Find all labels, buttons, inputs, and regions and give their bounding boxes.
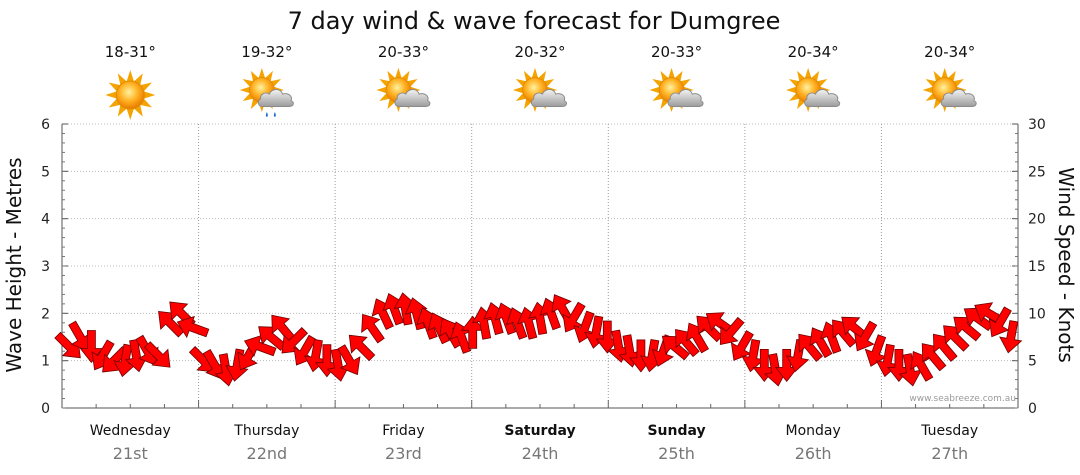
day-temp-range: 20-34° — [788, 43, 839, 61]
wind-arrow — [921, 343, 947, 372]
partly-cloudy-icon — [512, 67, 568, 113]
day-temp-range: 20-33° — [651, 43, 702, 61]
wind-arrow — [988, 306, 1012, 338]
right-tick-label: 20 — [1028, 212, 1046, 228]
right-tick-label: 15 — [1028, 259, 1046, 275]
day-name: Tuesday — [920, 423, 978, 439]
day-date: 27th — [931, 444, 968, 463]
wind-arrow — [243, 334, 277, 358]
right-axis-title: Wind Speed - Knots — [1054, 167, 1078, 363]
day-date: 24th — [522, 444, 559, 463]
day-temp-range: 18-31° — [105, 43, 156, 61]
wind-arrow — [348, 334, 376, 362]
day-temp-range: 20-34° — [924, 43, 975, 61]
wind-arrow — [661, 335, 690, 361]
raindrop-shape — [265, 112, 268, 117]
wind-arrow — [685, 322, 710, 354]
wind-arrow — [595, 320, 620, 354]
wind-arrow — [460, 315, 485, 349]
wind-arrow — [337, 344, 361, 376]
left-tick-label: 0 — [41, 401, 50, 417]
day-date: 22nd — [247, 444, 288, 463]
wind-arrow — [696, 315, 723, 343]
wind-arrow — [832, 319, 857, 348]
wind-arrow — [176, 315, 210, 339]
day-temp-range: 20-32° — [514, 43, 565, 61]
wind-arrow — [562, 301, 586, 333]
left-tick-label: 4 — [41, 212, 50, 228]
wind-arrow — [741, 338, 765, 373]
partly-cloudy-icon — [785, 67, 841, 113]
partly-cloudy-icon — [922, 67, 977, 113]
left-tick-label: 3 — [41, 259, 50, 275]
partly-cloudy-icon — [375, 67, 431, 113]
wind-arrow — [999, 320, 1023, 354]
day-date: 25th — [658, 444, 695, 463]
day-name: Sunday — [647, 423, 705, 439]
right-axis: 0 5 10 15 20 25 30 — [1012, 117, 1046, 417]
left-tick-label: 5 — [41, 164, 50, 180]
wind-arrow — [943, 325, 970, 352]
wind-arrow — [271, 314, 297, 343]
day-name: Saturday — [504, 423, 575, 439]
right-tick-label: 30 — [1028, 117, 1046, 133]
day-name: Friday — [382, 423, 424, 439]
day-name: Wednesday — [90, 423, 171, 439]
right-tick-label: 25 — [1028, 164, 1046, 180]
day-temp-range: 20-33° — [378, 43, 429, 61]
wind-arrow — [864, 334, 887, 367]
wind-arrow — [202, 348, 226, 380]
day-temp-range: 19-32° — [241, 43, 292, 61]
wind-arrow — [774, 348, 799, 383]
day-date: 23rd — [385, 444, 422, 463]
sun-shape — [104, 69, 156, 121]
wind-arrow — [393, 292, 417, 326]
left-axis-title: Wave Height - Metres — [2, 157, 26, 372]
day-name: Thursday — [233, 423, 299, 439]
left-tick-label: 1 — [41, 354, 50, 370]
wind-arrow — [143, 341, 171, 368]
watermark: www.seabreeze.com.au — [909, 394, 1016, 404]
sunny-icon — [104, 69, 156, 121]
chart-title: 7 day wind & wave forecast for Dumgree — [288, 7, 781, 35]
day-date: 26th — [795, 444, 832, 463]
raindrop-shape — [273, 112, 276, 117]
wind-arrow — [854, 320, 878, 352]
wind-arrow — [719, 316, 745, 346]
wind-arrow — [798, 333, 824, 362]
wind-arrow — [281, 326, 309, 354]
wind-arrow — [102, 345, 129, 373]
wind-arrow — [953, 316, 982, 342]
left-axis: 0 1 2 3 4 5 6 — [41, 117, 68, 417]
left-tick-label: 6 — [41, 117, 50, 133]
wind-arrow — [910, 350, 934, 382]
right-tick-label: 0 — [1028, 401, 1037, 417]
wind-arrows — [54, 292, 1023, 387]
day-name: Monday — [786, 423, 841, 439]
partly-cloudy-icon — [649, 67, 704, 113]
right-tick-label: 10 — [1028, 306, 1046, 322]
showers-icon — [239, 67, 294, 117]
day-columns: 18-31° Wednesday 21st 19-32° Thursday 22nd 20-… — [90, 43, 978, 463]
wind-arrow — [730, 330, 754, 361]
day-date: 21st — [113, 444, 148, 463]
wind-arrow — [361, 313, 385, 344]
left-tick-label: 2 — [41, 306, 50, 322]
wind-arrow — [68, 320, 92, 352]
right-tick-label: 5 — [1028, 354, 1037, 370]
wind-arrow — [675, 328, 700, 358]
wind-arrow — [932, 333, 958, 362]
